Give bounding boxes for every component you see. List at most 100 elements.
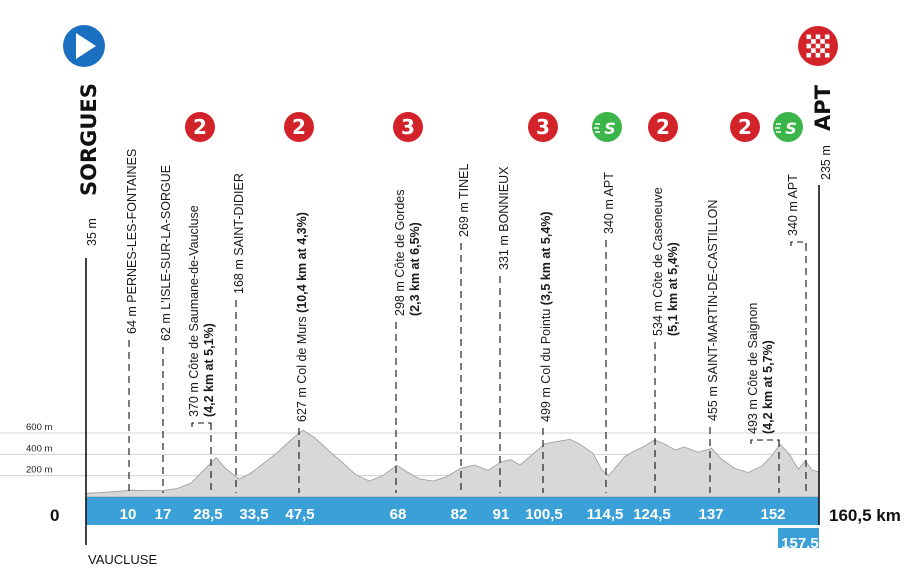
- waypoint-name: Col du Pointu: [539, 309, 553, 384]
- waypoint-name: TINEL: [457, 164, 471, 199]
- waypoint-11: 534 m Côte de Caseneuve (5,1 km at 5,4%) 2…: [633, 112, 680, 523]
- checker-square: [820, 39, 825, 44]
- waypoint-km: 124,5: [633, 506, 671, 523]
- waypoint-3: 370 m Côte de Saumane-de-Vaucluse (4,2 km…: [185, 112, 223, 523]
- waypoint-km: 114,5: [587, 506, 624, 523]
- waypoint-10: 340 m APT S 114,5: [587, 112, 624, 523]
- checker-square: [824, 43, 830, 49]
- badge-label: 3: [401, 115, 415, 139]
- grid-label: 600 m: [26, 422, 52, 433]
- waypoint-label: 331 m BONNIEUX: [497, 166, 511, 270]
- checker-square: [806, 43, 812, 49]
- badge-label: 2: [193, 115, 207, 139]
- elevation-profile: [85, 429, 820, 498]
- waypoint-name: PERNES-LES-FONTAINES: [125, 149, 139, 303]
- grid-label: 400 m: [26, 443, 52, 454]
- waypoint-km: 91: [493, 506, 510, 523]
- badge-label: 2: [656, 115, 670, 139]
- speed-lines-icon: [594, 123, 600, 133]
- total-distance: 160,5 km: [829, 506, 901, 525]
- waypoint-label: 340 m APT: [602, 172, 616, 234]
- waypoint-climb-detail: (4,2 km at 5,1%): [202, 323, 216, 417]
- waypoint-climb-detail: (3,5 km at 5,4%): [539, 211, 553, 305]
- waypoint-4: 168 m SAINT-DIDIER 33,5: [232, 173, 269, 523]
- waypoint-14: 340 m APT S 157,5: [773, 112, 819, 552]
- badge-label: 3: [536, 115, 550, 139]
- waypoint-km: 137: [698, 506, 723, 523]
- climb-category-badge: 2: [284, 112, 314, 142]
- waypoint-name: BONNIEUX: [497, 166, 511, 232]
- waypoint-name: Côte de Caseneuve: [651, 187, 665, 298]
- waypoint-altitude: 62 m: [159, 313, 173, 341]
- finish-marker: [798, 26, 838, 66]
- badge-label: S: [785, 119, 797, 138]
- waypoint-km: 152: [760, 506, 785, 523]
- waypoint-label: 493 m Côte de Saignon: [746, 303, 760, 434]
- km-tab: [778, 528, 819, 548]
- waypoint-label: 534 m Côte de Caseneuve: [651, 187, 665, 336]
- waypoint-label: 627 m Col de Murs (10,4 km at 4,3%): [295, 212, 309, 422]
- checker-square: [815, 52, 821, 58]
- waypoint-label: 499 m Col du Pointu (3,5 km at 5,4%): [539, 211, 553, 422]
- badge-label: 2: [292, 115, 306, 139]
- waypoint-1: 64 m PERNES-LES-FONTAINES 10: [120, 149, 139, 523]
- waypoint-bracket: [191, 422, 212, 427]
- finish-altitude: 235 m: [819, 145, 833, 180]
- sprint-badge: S: [592, 112, 622, 142]
- checker-square: [824, 34, 830, 40]
- waypoint-climb-detail: (5,1 km at 5,4%): [666, 242, 680, 336]
- checker-square: [806, 52, 812, 58]
- distance-bar: [86, 497, 819, 525]
- waypoint-km: 47,5: [285, 506, 314, 523]
- waypoint-name: SAINT-DIDIER: [232, 173, 246, 256]
- checker-square: [811, 48, 816, 53]
- waypoint-name: Côte de Saignon: [746, 303, 760, 396]
- finish-city: APT: [811, 84, 835, 131]
- waypoint-label: 269 m TINEL: [457, 164, 471, 237]
- start-city: SORGUES: [77, 83, 101, 196]
- checker-square: [815, 43, 821, 49]
- climb-category-badge: 3: [528, 112, 558, 142]
- play-icon: [76, 33, 96, 59]
- waypoint-altitude: 370 m: [187, 382, 201, 417]
- zero-label: 0: [50, 506, 59, 525]
- region-label: VAUCLUSE: [88, 552, 157, 567]
- waypoint-label: 298 m Côte de Gordes: [393, 190, 407, 316]
- waypoint-climb-detail: (10,4 km at 4,3%): [295, 212, 309, 313]
- waypoint-13: 493 m Côte de Saignon (4,2 km at 5,7%) 2 15…: [730, 112, 786, 523]
- waypoint-label: 455 m SAINT-MARTIN-DE-CASTILLON: [706, 200, 720, 421]
- waypoint-label: 62 m L'ISLE-SUR-LA-SORGUE: [159, 165, 173, 341]
- waypoint-label: 370 m Côte de Saumane-de-Vaucluse: [187, 205, 201, 417]
- waypoint-2: 62 m L'ISLE-SUR-LA-SORGUE 17: [155, 165, 173, 523]
- waypoint-altitude: 168 m: [232, 259, 246, 294]
- waypoint-6: 298 m Côte de Gordes (2,3 km at 6,5%) 3 68: [390, 112, 423, 523]
- climb-category-badge: 3: [393, 112, 423, 142]
- speed-lines-icon: [775, 123, 781, 133]
- waypoint-label: 168 m SAINT-DIDIER: [232, 173, 246, 294]
- waypoint-name: Col de Murs: [295, 316, 309, 383]
- waypoint-altitude: 499 m: [539, 387, 553, 422]
- waypoint-label: 64 m PERNES-LES-FONTAINES: [125, 149, 139, 334]
- waypoint-9: 499 m Col du Pointu (3,5 km at 5,4%) 3 100…: [525, 112, 563, 523]
- climb-category-badge: 2: [648, 112, 678, 142]
- waypoint-km: 10: [120, 506, 137, 523]
- waypoint-name: L'ISLE-SUR-LA-SORGUE: [159, 165, 173, 310]
- waypoint-km: 28,5: [193, 506, 222, 523]
- waypoint-bracket: [790, 241, 807, 246]
- waypoint-name: APT: [602, 172, 616, 197]
- checker-square: [824, 52, 830, 58]
- waypoint-altitude: 331 m: [497, 235, 511, 270]
- start-marker: [63, 25, 105, 67]
- checker-square: [820, 48, 825, 53]
- waypoint-8: 331 m BONNIEUX 91: [493, 166, 511, 523]
- checker-square: [811, 39, 816, 44]
- waypoint-7: 269 m TINEL 82: [451, 164, 471, 523]
- checker-square: [815, 34, 821, 40]
- checkered-flag-icon: [806, 34, 830, 58]
- waypoint-bracket: [750, 439, 780, 444]
- waypoint-name: APT: [786, 174, 800, 199]
- badge-label: 2: [738, 115, 752, 139]
- waypoint-altitude: 627 m: [295, 387, 309, 422]
- waypoint-12: 455 m SAINT-MARTIN-DE-CASTILLON 137: [698, 200, 723, 523]
